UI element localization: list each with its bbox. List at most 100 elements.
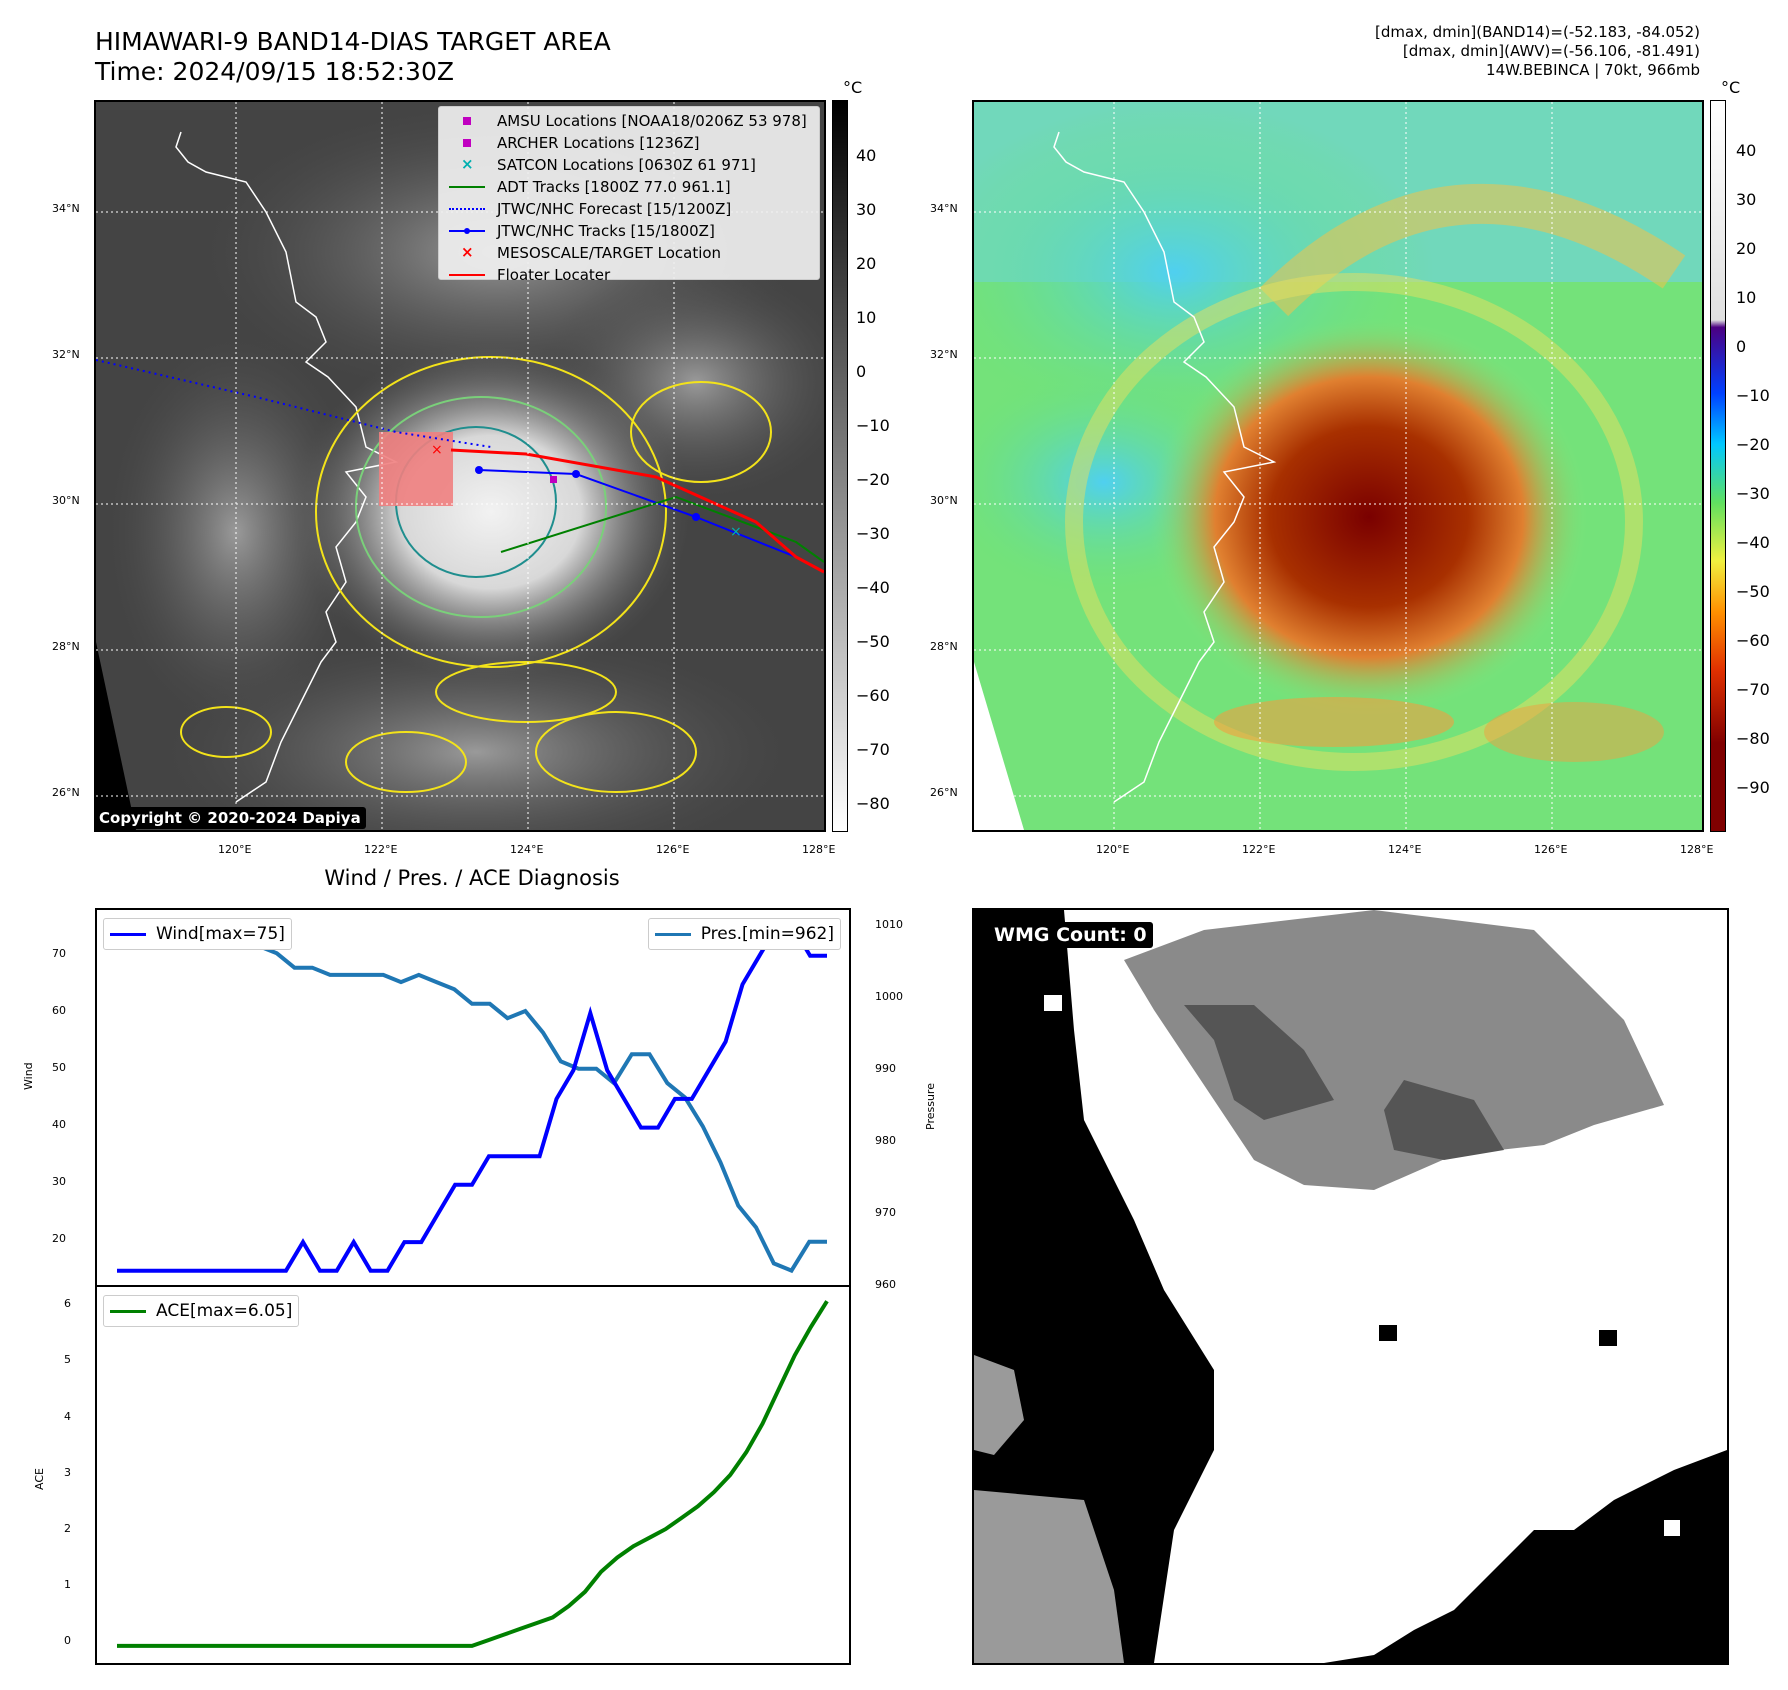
- contour-outer: [315, 356, 667, 668]
- legend-item-amsu: AMSU Locations [NOAA18/0206Z 53 978]: [447, 111, 807, 131]
- lon-label: 120°E: [1096, 843, 1130, 856]
- lat-label: 34°N: [52, 202, 80, 215]
- colorbar-tick: 40: [1736, 141, 1757, 160]
- legend-item-floater: Floater Locater: [447, 265, 610, 285]
- colorbar-tick: −20: [1736, 435, 1770, 454]
- floater-track: [450, 448, 824, 574]
- legend-item-satcon: × SATCON Locations [0630Z 61 971]: [461, 155, 756, 174]
- wind-pressure-plot: Wind[max=75] Pres.[min=962]: [95, 908, 851, 1287]
- wind-tick: 50: [52, 1061, 66, 1074]
- colorbar-tick: −50: [856, 632, 890, 651]
- wind-pressure-canvas: [115, 922, 827, 1274]
- colorbar-unit: °C: [1721, 78, 1741, 97]
- colorbar-unit: °C: [843, 78, 863, 97]
- lat-label: 30°N: [930, 494, 958, 507]
- colorbar-tick: 20: [856, 254, 877, 273]
- ace-tick: 3: [64, 1466, 71, 1479]
- colorbar-tick: 10: [856, 308, 877, 327]
- pressure-series-line: [115, 922, 827, 1274]
- colorbar-gray: [832, 100, 848, 832]
- coastline: [1053, 131, 1277, 803]
- ace-tick: 1: [64, 1578, 71, 1591]
- colorbar-tick: −10: [1736, 386, 1770, 405]
- legend-item-adt: ADT Tracks [1800Z 77.0 961.1]: [447, 177, 731, 197]
- colorbar-tick: −10: [856, 416, 890, 435]
- contour-mid: [355, 396, 607, 618]
- ace-tick: 5: [64, 1353, 71, 1366]
- colorbar-tick: −90: [1736, 778, 1770, 797]
- wind-series-line: [117, 925, 827, 1273]
- legend-item-forecast: JTWC/NHC Forecast [15/1200Z]: [447, 199, 731, 219]
- ir-map-panel: × × Copyright © 2020-2024 Dapiya AMSU Lo…: [94, 100, 826, 832]
- colorbar-color: [1710, 100, 1726, 832]
- lat-label: 34°N: [930, 202, 958, 215]
- ace-canvas: [117, 1300, 829, 1648]
- title-line-1: HIMAWARI-9 BAND14-DIAS TARGET AREA: [95, 27, 611, 56]
- wind-tick: 40: [52, 1118, 66, 1131]
- map-legend: AMSU Locations [NOAA18/0206Z 53 978] ARC…: [438, 106, 820, 284]
- pressure-tick: 970: [875, 1206, 896, 1219]
- colorbar-tick: 30: [856, 200, 877, 219]
- lon-label: 128°E: [802, 843, 836, 856]
- stats-readout: [dmax, dmin](BAND14)=(-52.183, -84.052) …: [1375, 23, 1700, 80]
- lon-label: 124°E: [1388, 843, 1422, 856]
- wind-tick: 20: [52, 1232, 66, 1245]
- ace-tick: 0: [64, 1634, 71, 1647]
- colorbar-tick: 40: [856, 146, 877, 165]
- legend-item-tracks: JTWC/NHC Tracks [15/1800Z]: [447, 221, 715, 241]
- color-map-image: [974, 102, 1702, 830]
- wind-axis-label: Wind: [22, 1062, 35, 1090]
- figure-title: HIMAWARI-9 BAND14-DIAS TARGET AREA Time:…: [95, 27, 611, 87]
- ace-plot: ACE[max=6.05]: [95, 1285, 851, 1665]
- pressure-tick: 990: [875, 1062, 896, 1075]
- ace-legend: ACE[max=6.05]: [103, 1295, 300, 1327]
- lon-label: 128°E: [1680, 843, 1714, 856]
- wind-tick: 60: [52, 1004, 66, 1017]
- lat-label: 32°N: [930, 348, 958, 361]
- wind-tick: 70: [52, 947, 66, 960]
- lon-label: 126°E: [1534, 843, 1568, 856]
- storm-info: 14W.BEBINCA | 70kt, 966mb: [1486, 61, 1700, 79]
- colorbar-tick: −50: [1736, 582, 1770, 601]
- band14-range: [dmax, dmin](BAND14)=(-52.183, -84.052): [1375, 23, 1700, 41]
- ace-axis-label: ACE: [33, 1468, 46, 1490]
- legend-item-archer: ARCHER Locations [1236Z]: [447, 133, 700, 153]
- lon-label: 124°E: [510, 843, 544, 856]
- diag-title: Wind / Pres. / ACE Diagnosis: [324, 866, 620, 890]
- legend-item-target: × MESOSCALE/TARGET Location: [461, 243, 722, 262]
- colorbar-tick: −80: [1736, 729, 1770, 748]
- lon-label: 120°E: [218, 843, 252, 856]
- lat-label: 26°N: [52, 786, 80, 799]
- pressure-axis-label: Pressure: [924, 1083, 937, 1130]
- lon-label: 126°E: [656, 843, 690, 856]
- lat-label: 26°N: [930, 786, 958, 799]
- colorbar-tick: −70: [1736, 680, 1770, 699]
- copyright-badge: Copyright © 2020-2024 Dapiya: [96, 807, 366, 829]
- svg-text:×: ×: [431, 442, 443, 458]
- color-map-panel: [972, 100, 1704, 832]
- lat-label: 32°N: [52, 348, 80, 361]
- colorbar-tick: 20: [1736, 239, 1757, 258]
- title-line-2: Time: 2024/09/15 18:52:30Z: [95, 57, 454, 86]
- pressure-tick: 960: [875, 1278, 896, 1291]
- lon-label: 122°E: [1242, 843, 1276, 856]
- colorbar-tick: −70: [856, 740, 890, 759]
- colorbar-tick: −20: [856, 470, 890, 489]
- wmg-image: [974, 910, 1727, 1663]
- wind-legend: Wind[max=75]: [103, 918, 292, 950]
- wind-tick: 30: [52, 1175, 66, 1188]
- colorbar-tick: −40: [1736, 533, 1770, 552]
- awv-range: [dmax, dmin](AWV)=(-56.106, -81.491): [1402, 42, 1700, 60]
- colorbar-tick: −60: [856, 686, 890, 705]
- pressure-tick: 980: [875, 1134, 896, 1147]
- ace-series-line: [117, 1300, 829, 1648]
- wmg-count-badge: WMG Count: 0: [988, 922, 1153, 948]
- ace-tick: 6: [64, 1297, 71, 1310]
- colorbar-tick: 30: [1736, 190, 1757, 209]
- colorbar-tick: 0: [856, 362, 867, 381]
- colorbar-tick: 0: [1736, 337, 1747, 356]
- pressure-tick: 1000: [875, 990, 903, 1003]
- pressure-legend: Pres.[min=962]: [647, 918, 841, 950]
- adt-track: [500, 495, 824, 563]
- coastline: [175, 131, 399, 803]
